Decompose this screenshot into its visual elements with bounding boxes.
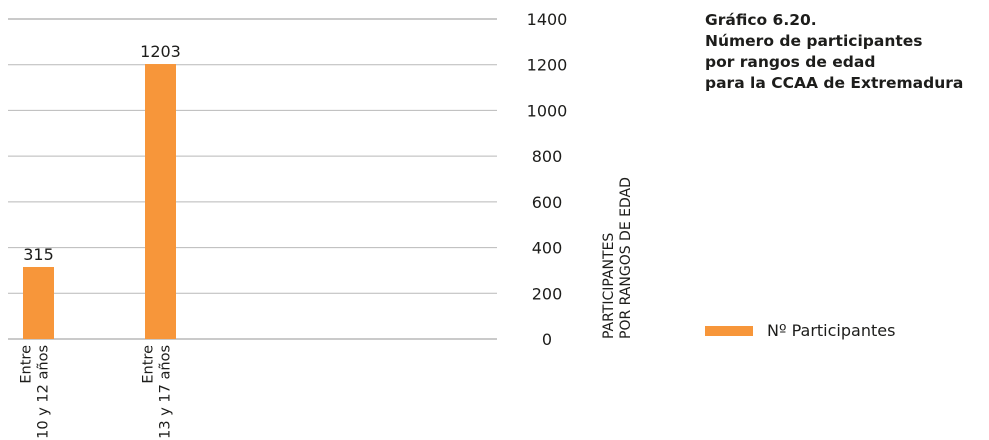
x-tick-label: Entre 13 y 17 años <box>141 345 174 439</box>
y-tick-label: 600 <box>532 193 563 212</box>
x-tick-label-line: 10 y 12 años <box>36 345 52 439</box>
y-axis-label-line: POR RANGOS DE EDAD <box>618 177 634 339</box>
chart-title-line-2: Número de participantes <box>705 32 923 50</box>
y-tick-label: 1400 <box>527 10 568 29</box>
y-tick-label: 0 <box>542 330 552 349</box>
y-tick-label: 1200 <box>527 56 568 75</box>
chart-title-line-4: para la CCAA de Extremadura <box>705 74 964 92</box>
bar <box>145 64 176 340</box>
bar <box>23 267 54 339</box>
chart-title-line-3: por rangos de edad <box>705 53 876 71</box>
x-tick-label-line: Entre <box>141 345 157 384</box>
legend-swatch <box>705 325 753 336</box>
x-tick-label-line: 13 y 17 años <box>158 345 174 439</box>
legend-label: Nº Participantes <box>767 321 896 340</box>
y-tick-label: 800 <box>532 147 563 166</box>
chart-title: Gráfico 6.20. Número de participantes po… <box>705 10 985 94</box>
y-axis-label-line: PARTICIPANTES <box>601 233 617 339</box>
y-tick-label: 200 <box>532 284 563 303</box>
x-tick-label-line: Entre <box>19 345 35 384</box>
bar-value-label: 315 <box>23 245 54 264</box>
y-axis-label: PARTICIPANTES POR RANGOS DE EDAD <box>601 177 634 339</box>
y-tick-label: 1000 <box>527 101 568 120</box>
y-tick-label: 400 <box>532 239 563 258</box>
bar-value-label: 1203 <box>140 42 181 61</box>
legend: Nº Participantes <box>705 321 895 340</box>
chart-title-line-1: Gráfico 6.20. <box>705 11 817 29</box>
x-tick-label: Entre 10 y 12 años <box>19 345 52 439</box>
